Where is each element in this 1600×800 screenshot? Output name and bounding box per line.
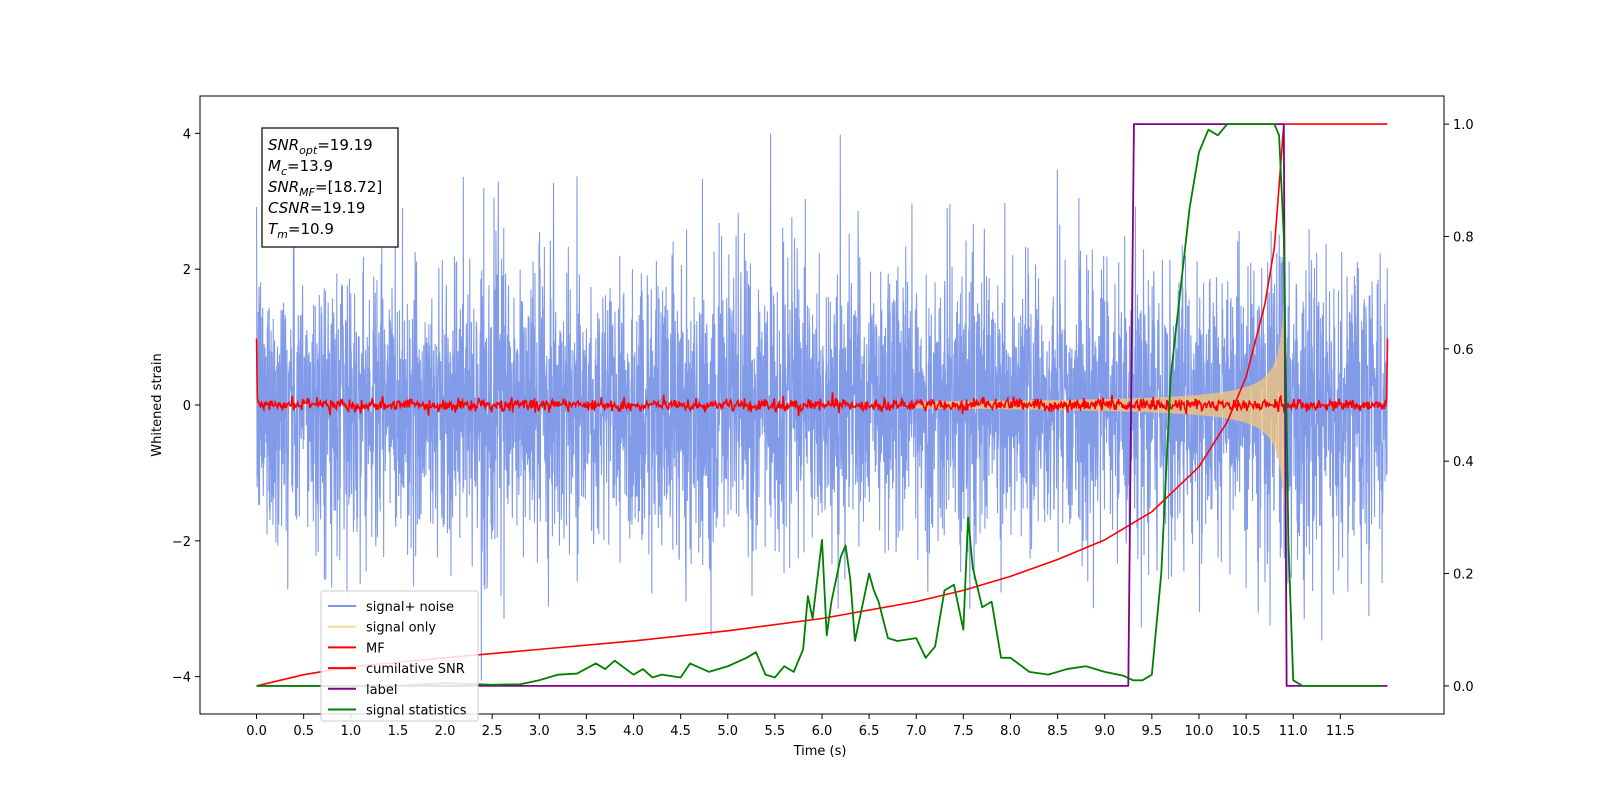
series-signal-only-line [915,311,1285,504]
x-tick-label: 5.5 [765,724,786,739]
x-tick-label: 7.0 [906,724,927,739]
x-tick-label: 3.5 [576,724,597,739]
x-tick-label: 0.0 [246,724,267,739]
y-left-tick-label: −2 [172,535,191,550]
stat-line: Tm=10.9 [268,220,334,241]
x-tick-label: 11.5 [1326,724,1355,739]
legend-label: signal statistics [366,704,467,719]
stat-line: SNRMF=[18.72] [268,178,382,199]
series-mf-line [255,338,1389,417]
x-tick-label: 2.5 [482,724,503,739]
y-left-tick-label: 2 [183,263,191,278]
x-tick-label: 2.0 [435,724,456,739]
x-tick-label: 10.5 [1232,724,1261,739]
x-tick-label: 5.0 [717,724,738,739]
stat-line: CSNR=19.19 [268,199,365,217]
legend-label: label [366,683,397,698]
x-tick-label: 1.0 [340,724,361,739]
y-right-tick-label: 0.4 [1453,455,1474,470]
series-cumulative-snr-line [256,123,1388,687]
x-tick-label: 11.0 [1279,724,1308,739]
legend: signal+ noise signal only MF cumilative SNR… [320,590,479,722]
legend-label: cumilative SNR [366,662,465,677]
y-right-tick-label: 0.0 [1453,680,1474,695]
x-tick-label: 8.0 [1000,724,1021,739]
x-tick-label: 8.5 [1047,724,1068,739]
x-tick-label: 6.0 [812,724,833,739]
y-right-tick-label: 0.6 [1453,343,1474,358]
legend-label: MF [366,641,385,656]
x-tick-label: 9.0 [1094,724,1115,739]
x-axis-label: Time (s) [793,744,847,759]
x-tick-label: 3.0 [529,724,550,739]
y-left-tick-label: 4 [183,127,191,142]
stat-line: SNRopt=19.19 [268,136,373,157]
x-tick-label: 6.5 [859,724,880,739]
x-tick-label: 4.5 [670,724,691,739]
y-right-tick-label: 0.2 [1453,568,1474,583]
x-tick-label: 10.0 [1184,724,1213,739]
x-tick-label: 9.5 [1142,724,1163,739]
y-axis-label: Whitened strain [150,353,165,456]
x-tick-label: 0.5 [293,724,314,739]
legend-label: signal+ noise [366,600,454,615]
y-left-tick-label: −4 [172,671,191,686]
y-left-tick-label: 0 [183,399,191,414]
legend-label: signal only [366,621,436,636]
y-right-tick-label: 1.0 [1453,118,1474,133]
series-signal-statistics-line [256,123,1383,687]
x-tick-label: 7.5 [953,724,974,739]
stat-line: Mc=13.9 [268,157,333,178]
x-tick-label: 4.0 [623,724,644,739]
x-tick-label: 1.5 [388,724,409,739]
y-right-tick-label: 0.8 [1453,230,1474,245]
stats-annotation-box: SNRopt=19.19Mc=13.9SNRMF=[18.72]CSNR=19.… [261,127,399,248]
series-signal-noise-line [256,133,1388,681]
